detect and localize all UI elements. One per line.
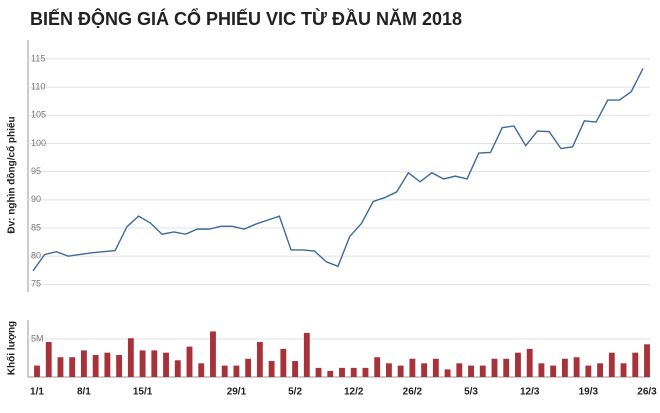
bar <box>620 363 627 377</box>
bar <box>362 367 369 377</box>
bar <box>491 358 498 377</box>
bar <box>233 365 240 377</box>
bar <box>374 357 381 377</box>
bar <box>339 367 345 377</box>
x-tick-label: 12/3 <box>520 387 540 398</box>
bar <box>139 350 146 377</box>
y-tick-label: 80 <box>31 251 41 261</box>
x-tick-label: 12/2 <box>344 387 364 398</box>
bar <box>550 365 557 377</box>
bar <box>561 358 568 377</box>
bar <box>57 357 64 377</box>
x-tick-label: 26/2 <box>403 387 423 398</box>
bar <box>327 370 334 377</box>
y-tick-label: 95 <box>31 166 41 176</box>
bar <box>104 352 111 377</box>
bar <box>245 358 252 377</box>
bar <box>432 358 439 377</box>
bar <box>479 365 486 377</box>
bar <box>116 354 123 377</box>
bar <box>515 352 521 377</box>
x-tick-label: 5/3 <box>464 387 478 398</box>
bar <box>608 352 615 377</box>
bar <box>69 357 76 377</box>
y-tick-label: 5M <box>31 333 44 343</box>
x-tick-label: 5/2 <box>288 387 302 398</box>
y-tick-label: 105 <box>31 110 46 120</box>
bar <box>80 350 87 377</box>
bar <box>174 360 181 377</box>
x-tick-label: 15/1 <box>133 387 153 398</box>
x-tick-label: 1/1 <box>30 387 44 398</box>
bar <box>632 352 639 377</box>
bar <box>409 358 416 377</box>
x-tick-label: 8/1 <box>77 387 91 398</box>
bar <box>45 342 52 377</box>
bar <box>385 363 392 377</box>
bar <box>468 365 474 377</box>
x-tick-label: 26/3 <box>637 387 657 398</box>
bar <box>163 352 169 377</box>
x-tick-label: 19/3 <box>579 387 599 398</box>
bar <box>538 363 545 377</box>
bar <box>210 331 216 377</box>
bar <box>456 363 463 377</box>
bar <box>268 361 275 377</box>
bar <box>644 344 650 377</box>
y-tick-label: 85 <box>31 222 41 232</box>
bar <box>503 358 510 377</box>
bar <box>292 361 299 377</box>
bar <box>221 365 228 377</box>
bar <box>151 350 158 377</box>
y-axis-label: Đv: nghìn đồng/cổ phiếu <box>6 116 18 233</box>
bar <box>127 338 134 377</box>
y-tick-label: 115 <box>31 53 45 63</box>
bar <box>573 357 580 377</box>
bar <box>92 354 99 377</box>
bar <box>186 346 193 377</box>
bar <box>315 367 322 377</box>
bar <box>444 369 451 377</box>
bar <box>256 342 263 377</box>
bar <box>280 348 287 377</box>
bar <box>303 332 310 377</box>
y-tick-label: 110 <box>31 81 45 91</box>
bar <box>597 363 604 377</box>
chart-title: BIẾN ĐỘNG GIÁ CỔ PHIẾU VIC TỪ ĐẦU NĂM 20… <box>30 8 462 29</box>
y-tick-label: 90 <box>31 194 41 204</box>
bar <box>397 365 404 377</box>
bar <box>526 348 533 377</box>
bar <box>34 365 40 377</box>
bar <box>198 363 205 377</box>
x-tick-label: 29/1 <box>227 387 247 398</box>
bar <box>350 367 357 377</box>
y-tick-label: 75 <box>31 279 41 289</box>
y-axis-label: Khối lượng <box>6 321 18 375</box>
y-tick-label: 100 <box>31 138 46 148</box>
bar <box>421 363 428 377</box>
price-line <box>32 68 644 272</box>
bar <box>585 365 592 377</box>
